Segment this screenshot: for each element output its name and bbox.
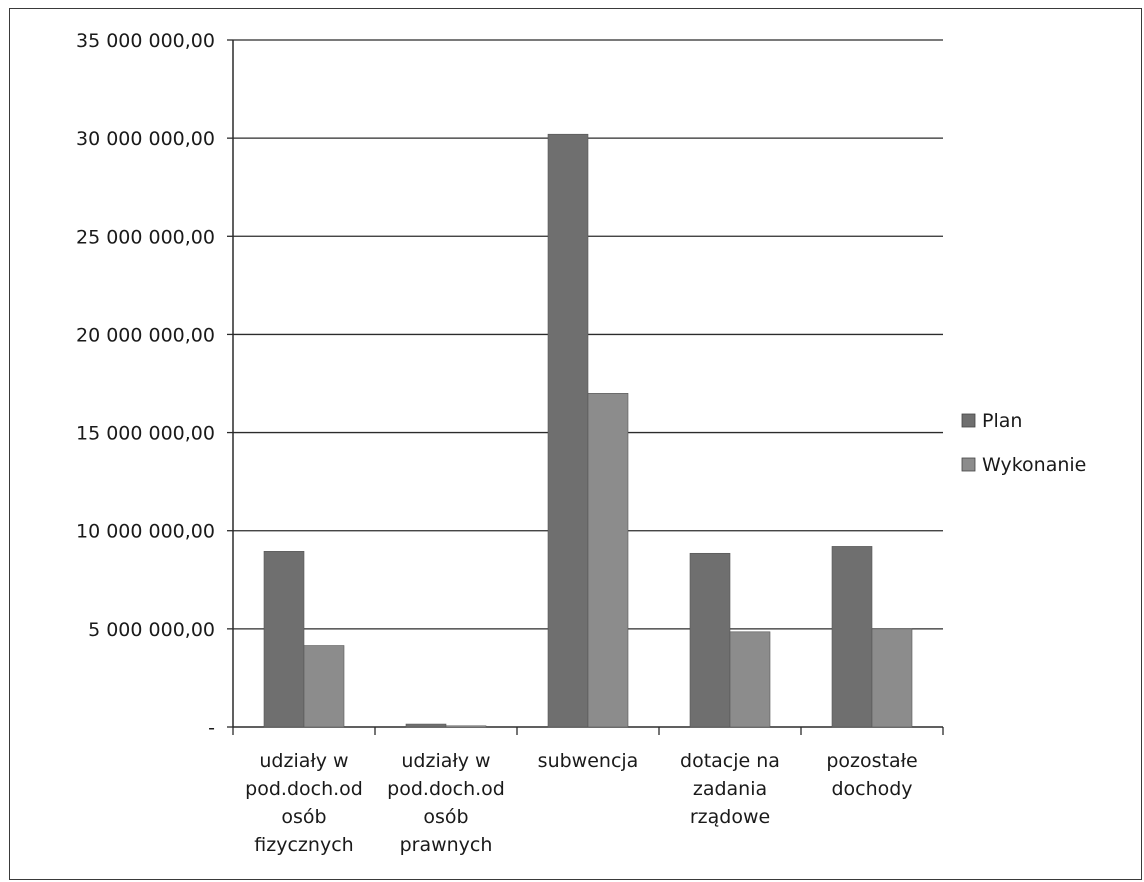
bar-plan-0 xyxy=(263,551,305,728)
bar-plan-1 xyxy=(405,723,447,728)
bar-plan-4 xyxy=(831,546,873,728)
x-category-label: pozostałe dochody xyxy=(826,750,917,800)
x-category-label-line: osób xyxy=(281,806,326,828)
x-category-label-line: pozostałe xyxy=(826,750,917,772)
x-category-label: udziały w pod.doch.od osób prawnych xyxy=(387,750,505,856)
bar-wykonanie-4 xyxy=(871,628,913,728)
x-category-label: dotacje na zadania rządowe xyxy=(680,750,780,828)
y-tick-label: 15 000 000,00 xyxy=(76,423,215,445)
x-category-label-line: subwencja xyxy=(538,750,639,772)
x-category-label: udziały w pod.doch.od osób fizycznych xyxy=(245,750,363,856)
legend-swatch-1 xyxy=(961,457,976,472)
legend-label-0: Plan xyxy=(982,410,1022,432)
x-category-label-line: osób xyxy=(423,806,468,828)
x-category-label-line: dotacje na xyxy=(680,750,780,772)
y-tick-label: - xyxy=(208,717,215,739)
x-category-label-line: prawnych xyxy=(400,834,493,856)
bar-plan-2 xyxy=(547,133,589,728)
x-category-label-line: udziały w xyxy=(401,750,490,772)
y-tick-label: 10 000 000,00 xyxy=(76,521,215,543)
x-category-label-line: zadania xyxy=(693,778,767,800)
legend-swatch-0 xyxy=(961,413,976,428)
x-category-label-line: pod.doch.od xyxy=(245,778,363,800)
y-tick-label: 35 000 000,00 xyxy=(76,30,215,52)
bar-wykonanie-0 xyxy=(303,645,345,728)
x-category-label-line: dochody xyxy=(831,778,912,800)
x-category-label-line: udziały w xyxy=(259,750,348,772)
x-category-label: subwencja xyxy=(538,750,639,772)
y-tick-label: 30 000 000,00 xyxy=(76,128,215,150)
y-tick-label: 5 000 000,00 xyxy=(88,619,215,641)
legend-label-1: Wykonanie xyxy=(982,454,1086,476)
x-category-label-line: rządowe xyxy=(690,806,770,828)
bar-plan-3 xyxy=(689,552,731,728)
y-tick-label: 20 000 000,00 xyxy=(76,324,215,346)
y-tick-label: 25 000 000,00 xyxy=(76,226,215,248)
bar-wykonanie-2 xyxy=(587,393,629,728)
bar-wykonanie-1 xyxy=(445,725,487,728)
x-category-label-line: fizycznych xyxy=(254,834,353,856)
bar-wykonanie-3 xyxy=(729,631,771,728)
x-category-label-line: pod.doch.od xyxy=(387,778,505,800)
